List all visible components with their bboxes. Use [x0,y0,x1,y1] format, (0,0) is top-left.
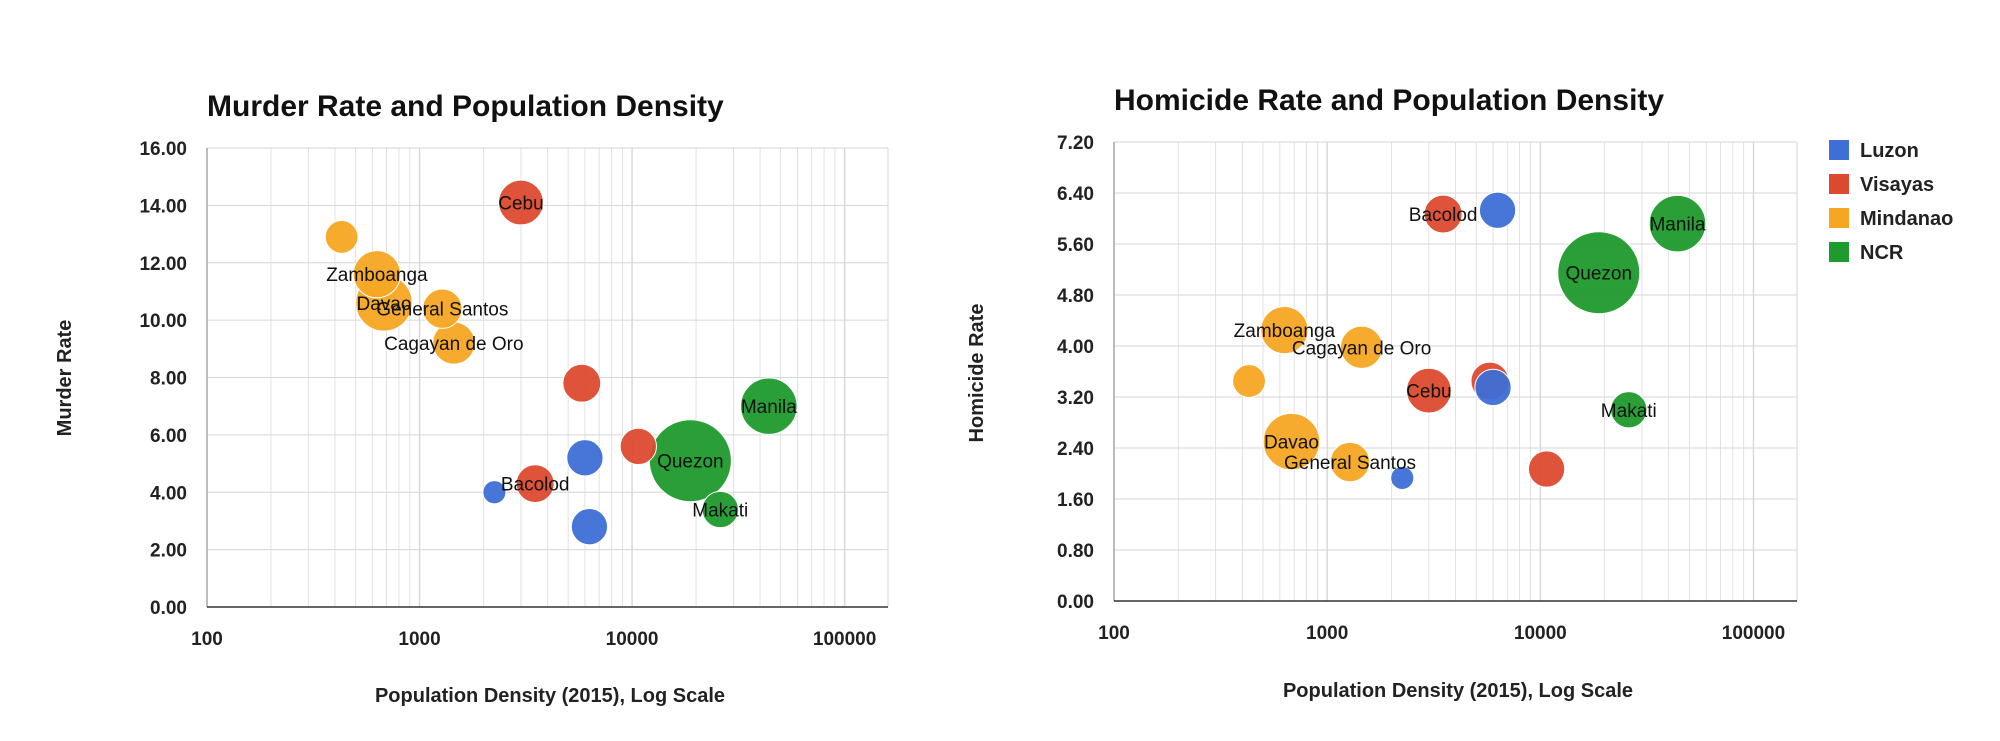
x-axis-title-murder: Population Density (2015), Log Scale [375,685,725,707]
y-tick-label: 6.00 [150,426,187,447]
legend-item-mindanao[interactable]: Mindanao [1829,208,1953,230]
bubble-mindanao[interactable] [1232,364,1266,398]
x-tick-label: 10000 [1514,623,1567,644]
bubble-manila[interactable] [740,377,798,435]
murder-rate-chart: Murder Rate and Population Density Cebu Z… [54,90,889,707]
y-tick-label: 0.80 [1057,541,1094,562]
bubble-manila[interactable] [1648,194,1707,253]
y-tick-label: 2.00 [150,541,187,562]
chart-legend: Luzon Visayas Mindanao NCR [1829,140,1953,264]
y-tick-label: 2.40 [1057,439,1094,460]
y-tick-label: 16.00 [139,139,187,160]
bubble-label: General Santos [1284,453,1416,474]
bubble-label: Bacolod [501,475,570,496]
bubble-bacolod[interactable] [515,464,555,504]
bubble-luzon[interactable] [1474,368,1512,407]
bubble-general-santos[interactable] [1329,441,1371,483]
y-tick-label: 6.40 [1057,184,1094,205]
y-tick-label: 4.00 [150,483,187,504]
x-tick-label: 100000 [813,629,876,650]
bubble-label: Cagayan de Oro [1292,338,1431,359]
x-tick-label: 100000 [1722,623,1785,644]
bubble-bacolod[interactable] [1423,194,1463,234]
legend-label: Visayas [1860,174,1934,196]
y-tick-label: 4.80 [1057,286,1094,307]
y-tick-label: 0.00 [150,598,187,619]
y-tick-label: 1.60 [1057,490,1094,511]
y-tick-label: 4.00 [1057,337,1094,358]
bubble-davao[interactable] [1262,412,1321,471]
legend-item-ncr[interactable]: NCR [1829,242,1904,264]
y-tick-label: 7.20 [1057,133,1094,154]
y-tick-label: 14.00 [139,196,187,217]
bubble-visayas[interactable] [619,427,657,465]
x-tick-label: 10000 [606,629,659,650]
bubble-cebu[interactable] [1405,367,1452,414]
y-tick-label: 0.00 [1057,592,1094,613]
bubble-label: Davao [1264,433,1319,454]
bubble-zamboanga[interactable] [352,250,401,299]
bubble-makati[interactable] [701,490,739,529]
bubble-cagayan-de-oro[interactable] [1339,325,1384,369]
x-tick-label: 1000 [398,629,440,650]
bubble-label: Zamboanga [1234,321,1336,342]
bubble-visayas[interactable] [1527,450,1566,488]
bubble-zamboanga[interactable] [1260,305,1309,355]
bubble-label: Cagayan de Oro [384,334,523,355]
bubble-label: Davao [356,294,411,315]
y-tick-label: 5.60 [1057,235,1094,256]
legend-label: Mindanao [1860,208,1953,230]
bubble-label: Makati [692,500,748,521]
legend-item-luzon[interactable]: Luzon [1829,140,1919,162]
bubble-label: Bacolod [1409,205,1478,226]
bubble-mindanao[interactable] [324,220,359,254]
x-tick-label: 100 [1098,623,1130,644]
legend-swatch [1829,140,1849,160]
bubble-makati[interactable] [1610,391,1648,429]
legend-label: Luzon [1860,140,1919,162]
bubble-luzon[interactable] [1390,465,1415,491]
y-axis-title-murder: Murder Rate [54,320,76,437]
bubble-label: Quezon [1565,264,1632,285]
bubble-label: Manila [1649,215,1705,236]
y-tick-label: 10.00 [139,311,187,332]
bubble-label: General Santos [376,300,508,321]
y-tick-label: 3.20 [1057,388,1094,409]
x-tick-label: 1000 [1306,623,1348,644]
chart-title-murder: Murder Rate and Population Density [207,90,724,123]
bubble-label: Makati [1601,401,1657,422]
bubble-label: Quezon [657,452,724,473]
legend-item-visayas[interactable]: Visayas [1829,174,1934,196]
y-tick-label: 12.00 [139,254,187,275]
legend-swatch [1829,174,1849,194]
legend-label: NCR [1860,242,1904,264]
bubble-luzon[interactable] [482,480,507,505]
homicide-rate-chart: Homicide Rate and Population Density Bac… [966,84,1798,702]
bubble-cebu[interactable] [498,179,544,226]
x-tick-label: 100 [191,629,223,650]
legend-swatch [1829,242,1849,262]
bubble-visayas[interactable] [562,363,602,403]
y-tick-label: 8.00 [150,369,187,390]
bubble-label: Cebu [498,194,543,215]
x-axis-title-homicide: Population Density (2015), Log Scale [1283,680,1633,702]
bubble-quezon[interactable] [1557,231,1641,315]
bubble-general-santos[interactable] [422,288,463,329]
bubble-label: Manila [741,397,797,418]
bubble-label: Zamboanga [326,265,428,286]
bubble-luzon[interactable] [570,508,609,546]
chart-title-homicide: Homicide Rate and Population Density [1114,84,1664,117]
bubble-label: Cebu [1406,382,1451,403]
y-axis-title-homicide: Homicide Rate [966,304,988,443]
bubble-luzon[interactable] [566,439,604,477]
legend-swatch [1829,208,1849,228]
bubble-luzon[interactable] [1478,191,1517,229]
